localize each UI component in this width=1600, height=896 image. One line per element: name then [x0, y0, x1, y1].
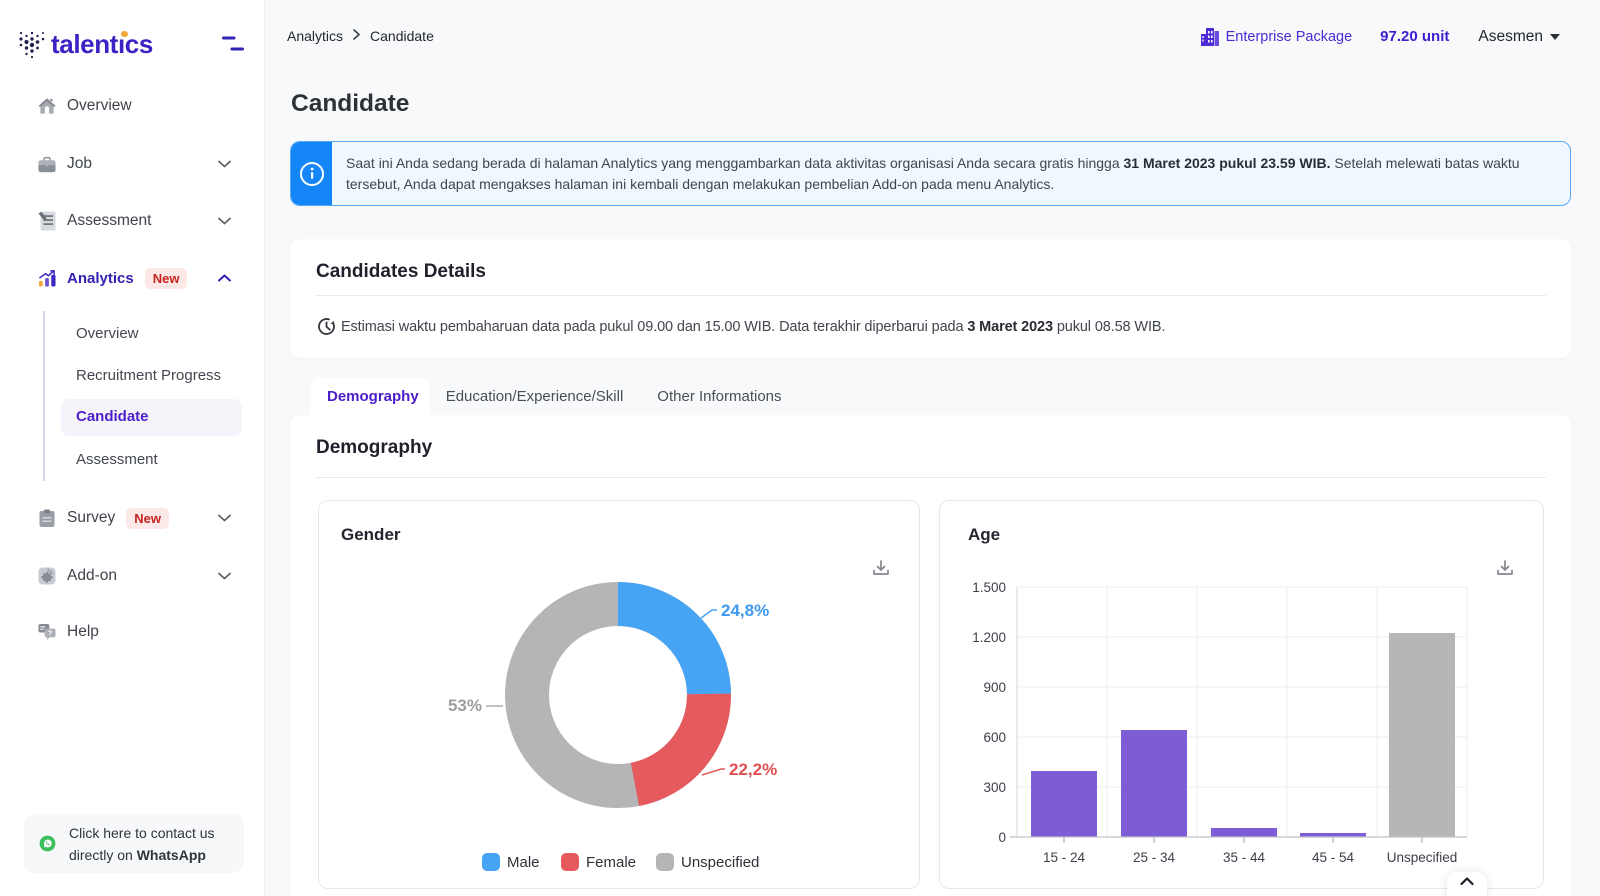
svg-text:Female: Female: [586, 854, 636, 871]
svg-text:1.200: 1.200: [972, 630, 1006, 645]
svg-text:600: 600: [983, 730, 1006, 745]
svg-text:53%: 53%: [448, 696, 482, 715]
svg-text:22,2%: 22,2%: [729, 760, 777, 779]
svg-text:300: 300: [983, 780, 1006, 795]
svg-text:Unspecified: Unspecified: [681, 854, 759, 871]
svg-text:25 - 34: 25 - 34: [1133, 850, 1176, 865]
svg-text:45 - 54: 45 - 54: [1312, 850, 1355, 865]
svg-text:35 - 44: 35 - 44: [1223, 850, 1266, 865]
svg-text:0: 0: [998, 830, 1006, 845]
svg-text:?: ?: [48, 629, 52, 637]
svg-text:24,8%: 24,8%: [721, 601, 769, 620]
svg-text:Male: Male: [507, 854, 540, 871]
svg-text:15 - 24: 15 - 24: [1043, 850, 1086, 865]
svg-text:Unspecified: Unspecified: [1387, 850, 1458, 865]
svg-text:1.500: 1.500: [972, 580, 1006, 595]
svg-text:900: 900: [983, 680, 1006, 695]
